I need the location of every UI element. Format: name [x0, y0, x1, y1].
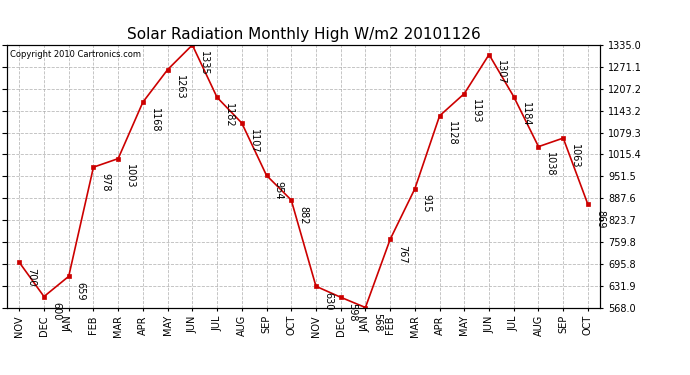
Text: 1335: 1335	[199, 51, 209, 75]
Text: 1263: 1263	[175, 75, 184, 100]
Text: 1193: 1193	[471, 99, 481, 124]
Text: 1184: 1184	[521, 102, 531, 127]
Text: 869: 869	[595, 210, 605, 228]
Text: 630: 630	[323, 292, 333, 310]
Title: Solar Radiation Monthly High W/m2 20101126: Solar Radiation Monthly High W/m2 201011…	[127, 27, 480, 42]
Text: 700: 700	[26, 268, 36, 286]
Text: 1038: 1038	[545, 152, 555, 177]
Text: 1063: 1063	[570, 144, 580, 168]
Text: 978: 978	[100, 173, 110, 191]
Text: 1168: 1168	[150, 108, 160, 132]
Text: 1128: 1128	[446, 122, 457, 146]
Text: 659: 659	[76, 282, 86, 300]
Text: 568: 568	[373, 313, 382, 332]
Text: 600: 600	[51, 302, 61, 321]
Text: 1307: 1307	[496, 60, 506, 85]
Text: 1003: 1003	[125, 164, 135, 189]
Text: 767: 767	[397, 245, 407, 264]
Text: 954: 954	[273, 181, 284, 200]
Text: 598: 598	[348, 303, 357, 321]
Text: 1182: 1182	[224, 103, 234, 128]
Text: 1107: 1107	[248, 129, 259, 153]
Text: Copyright 2010 Cartronics.com: Copyright 2010 Cartronics.com	[10, 50, 141, 59]
Text: 882: 882	[298, 206, 308, 224]
Text: 915: 915	[422, 194, 432, 213]
